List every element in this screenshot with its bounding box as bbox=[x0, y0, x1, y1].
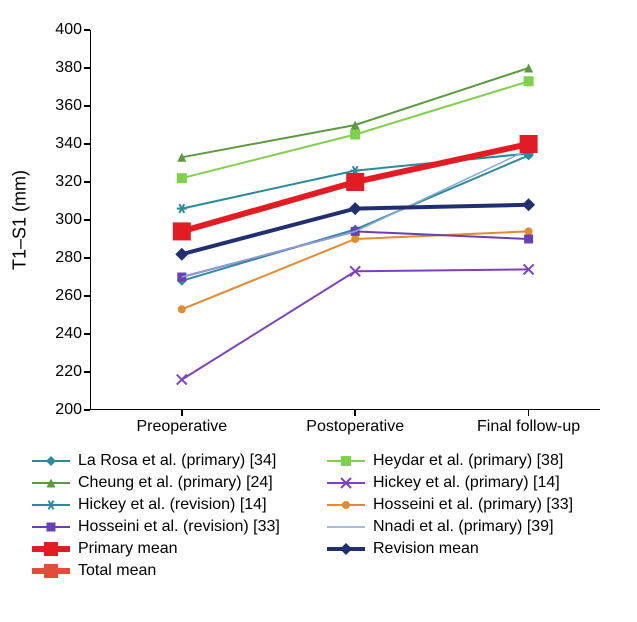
y-tick-label: 220 bbox=[55, 363, 82, 381]
y-tick-label: 340 bbox=[55, 135, 82, 153]
plot-area: 200220240260280300320340360380400Preoper… bbox=[90, 30, 600, 410]
legend-item: Primary mean bbox=[30, 538, 325, 560]
legend-label: Nnadi et al. (primary) [39] bbox=[373, 518, 554, 536]
series-marker bbox=[177, 204, 187, 213]
legend-item: Hosseini et al. (primary) [33] bbox=[325, 494, 620, 516]
legend-label: Hosseini et al. (primary) [33] bbox=[373, 496, 573, 514]
y-tick-mark bbox=[84, 67, 90, 69]
y-tick-mark bbox=[84, 181, 90, 183]
x-tick-mark bbox=[354, 410, 356, 416]
legend-item: La Rosa et al. (primary) [34] bbox=[30, 450, 325, 472]
series-marker bbox=[525, 227, 533, 235]
legend-item: Total mean bbox=[30, 560, 325, 582]
y-tick-mark bbox=[84, 29, 90, 31]
y-tick-mark bbox=[84, 295, 90, 297]
series-marker bbox=[173, 222, 191, 240]
series-marker bbox=[349, 202, 362, 215]
y-tick-mark bbox=[84, 219, 90, 221]
chart-container: T1–S1 (mm) 20022024026028030032034036038… bbox=[0, 0, 637, 622]
y-tick-mark bbox=[84, 257, 90, 259]
series-marker bbox=[522, 198, 535, 211]
legend-swatch bbox=[325, 452, 367, 470]
y-tick-mark bbox=[84, 333, 90, 335]
y-tick-label: 280 bbox=[55, 249, 82, 267]
legend-item: Hickey et al. (revision) [14] bbox=[30, 494, 325, 516]
series-marker bbox=[520, 135, 538, 153]
x-tick-label: Final follow-up bbox=[477, 418, 580, 436]
y-tick-label: 300 bbox=[55, 211, 82, 229]
legend-swatch bbox=[30, 474, 72, 492]
series-marker bbox=[524, 76, 534, 86]
y-tick-label: 380 bbox=[55, 59, 82, 77]
y-tick-label: 320 bbox=[55, 173, 82, 191]
series-marker bbox=[177, 375, 187, 385]
legend-swatch bbox=[325, 496, 367, 514]
legend-label: Hosseini et al. (revision) [33] bbox=[78, 518, 280, 536]
legend-label: Total mean bbox=[78, 562, 156, 580]
legend-item: Hosseini et al. (revision) [33] bbox=[30, 516, 325, 538]
legend-swatch bbox=[30, 496, 72, 514]
y-tick-label: 200 bbox=[55, 401, 82, 419]
y-tick-mark bbox=[84, 105, 90, 107]
series-marker bbox=[350, 130, 360, 140]
y-tick-label: 360 bbox=[55, 97, 82, 115]
series-line bbox=[182, 68, 529, 157]
series-marker bbox=[351, 235, 359, 243]
y-tick-mark bbox=[84, 371, 90, 373]
legend-swatch bbox=[30, 562, 72, 580]
series-layer bbox=[90, 30, 600, 410]
legend-swatch bbox=[325, 474, 367, 492]
y-tick-label: 400 bbox=[55, 21, 82, 39]
legend-label: Cheung et al. (primary) [24] bbox=[78, 474, 273, 492]
legend-swatch bbox=[30, 518, 72, 536]
legend-swatch bbox=[30, 540, 72, 558]
legend-swatch bbox=[325, 518, 367, 536]
x-tick-label: Preoperative bbox=[136, 418, 227, 436]
y-axis-label: T1–S1 (mm) bbox=[10, 170, 31, 270]
series-marker bbox=[346, 173, 364, 191]
y-tick-mark bbox=[84, 143, 90, 145]
x-tick-label: Postoperative bbox=[306, 418, 404, 436]
y-tick-label: 260 bbox=[55, 287, 82, 305]
x-tick-mark bbox=[528, 410, 530, 416]
y-tick-mark bbox=[84, 409, 90, 411]
legend-item: Hickey et al. (primary) [14] bbox=[325, 472, 620, 494]
legend-swatch bbox=[30, 452, 72, 470]
legend-item: Revision mean bbox=[325, 538, 620, 560]
legend-item: Heydar et al. (primary) [38] bbox=[325, 450, 620, 472]
series-marker bbox=[177, 173, 187, 183]
legend-item: Cheung et al. (primary) [24] bbox=[30, 472, 325, 494]
legend-label: Heydar et al. (primary) [38] bbox=[373, 452, 563, 470]
legend-label: La Rosa et al. (primary) [34] bbox=[78, 452, 276, 470]
legend-label: Hickey et al. (revision) [14] bbox=[78, 496, 267, 514]
series-marker bbox=[178, 305, 186, 313]
legend-label: Primary mean bbox=[78, 540, 178, 558]
legend-item: Nnadi et al. (primary) [39] bbox=[325, 516, 620, 538]
x-tick-mark bbox=[181, 410, 183, 416]
legend-label: Hickey et al. (primary) [14] bbox=[373, 474, 560, 492]
y-tick-label: 240 bbox=[55, 325, 82, 343]
legend: La Rosa et al. (primary) [34] Heydar et a… bbox=[30, 450, 620, 582]
series-line bbox=[182, 269, 529, 379]
legend-swatch bbox=[325, 540, 367, 558]
series-marker bbox=[175, 248, 188, 261]
series-marker bbox=[524, 235, 533, 244]
legend-label: Revision mean bbox=[373, 540, 479, 558]
